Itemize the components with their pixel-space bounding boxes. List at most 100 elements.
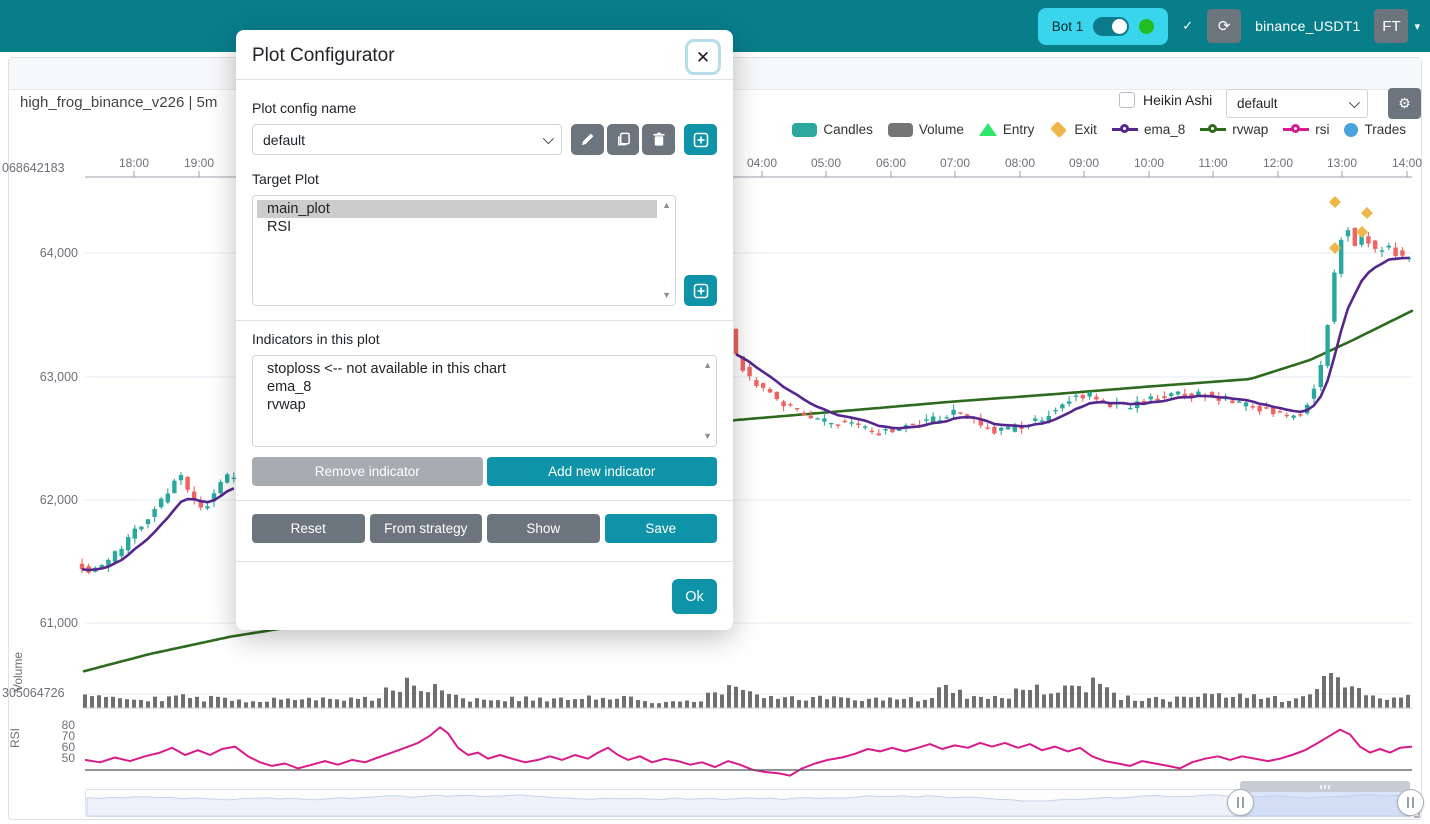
plus-square-icon — [693, 132, 708, 147]
heikin-ashi-label: Heikin Ashi — [1143, 92, 1213, 108]
target-plot-label: Target Plot — [252, 171, 319, 187]
datazoom-slider-track[interactable] — [85, 789, 1412, 817]
avatar[interactable]: FT — [1374, 9, 1409, 43]
action-buttons-row: Reset From strategy Show Save — [252, 514, 717, 543]
scroll-down-arrow[interactable]: ▼ — [703, 431, 712, 441]
target-plot-listbox[interactable]: main_plot RSI ▲ ▼ — [252, 195, 676, 306]
modal-header: Plot Configurator ✕ — [236, 30, 733, 80]
legend-label: Candles — [823, 122, 873, 137]
plot-configurator-modal: Plot Configurator ✕ Plot config name def… — [236, 30, 733, 630]
candles-swatch-icon — [792, 122, 818, 137]
legend-item-rvwap[interactable]: rvwap — [1200, 122, 1268, 137]
target-plot-row: main_plot RSI ▲ ▼ — [252, 195, 717, 306]
indicators-listbox[interactable]: stoploss <-- not available in this chart… — [252, 355, 717, 447]
indicator-buttons-row: Remove indicator Add new indicator — [252, 457, 717, 486]
legend-item-candles[interactable]: Candles — [792, 122, 873, 137]
show-button[interactable]: Show — [487, 514, 600, 543]
target-plot-option[interactable]: RSI — [267, 219, 292, 235]
navbar-right-cluster: Bot 1 ✓ ⟳ binance_USDT1 FT ▾ — [1037, 0, 1420, 52]
add-plot-button[interactable] — [684, 275, 717, 306]
chart-title: high_frog_binance_v226 | 5m — [20, 94, 218, 111]
indicator-item[interactable]: rvwap — [267, 397, 306, 413]
edit-config-button[interactable] — [570, 124, 604, 155]
divider — [236, 320, 733, 321]
user-menu[interactable]: FT ▾ — [1374, 9, 1420, 43]
trades-swatch-icon — [1344, 122, 1359, 137]
avatar-initials: FT — [1382, 17, 1401, 35]
from-strategy-button[interactable]: From strategy — [369, 514, 482, 543]
indicators-label: Indicators in this plot — [252, 331, 380, 347]
ema_8-swatch-icon — [1111, 124, 1138, 133]
indicator-item[interactable]: stoploss <-- not available in this chart — [267, 361, 506, 377]
copy-icon — [617, 132, 630, 146]
chevron-down-icon: ▾ — [1414, 20, 1420, 33]
refresh-button[interactable]: ⟳ — [1207, 9, 1242, 43]
connected-check-icon: ✓ — [1182, 18, 1194, 33]
legend-label: Entry — [1002, 122, 1035, 137]
rvwap-swatch-icon — [1200, 124, 1227, 133]
legend-item-entry[interactable]: Entry — [978, 122, 1035, 137]
save-button[interactable]: Save — [604, 514, 717, 543]
pencil-icon — [581, 133, 594, 146]
modal-body: Plot config name default Target Plot mai… — [236, 80, 733, 543]
toggle-knob — [1112, 18, 1128, 34]
add-new-indicator-button[interactable]: Add new indicator — [486, 457, 717, 486]
scroll-up-arrow[interactable]: ▲ — [662, 200, 671, 210]
target-plot-items: main_plot RSI — [253, 196, 675, 240]
datazoom-drag-bar[interactable] — [1240, 781, 1410, 792]
datazoom-right-handle[interactable] — [1397, 789, 1424, 816]
datazoom-left-handle[interactable] — [1227, 789, 1254, 816]
config-name-dropdown[interactable]: default — [252, 124, 562, 155]
trash-icon — [653, 132, 665, 146]
legend-item-trades[interactable]: Trades — [1344, 122, 1406, 137]
scroll-down-arrow[interactable]: ▼ — [662, 290, 671, 300]
gear-icon: ⚙ — [1398, 95, 1411, 111]
legend-item-rsi[interactable]: rsi — [1283, 122, 1329, 137]
ok-button[interactable]: Ok — [672, 579, 717, 614]
legend-item-exit[interactable]: Exit — [1049, 121, 1097, 138]
volume-swatch-icon — [887, 122, 913, 137]
modal-footer: Ok — [236, 561, 733, 630]
reset-button[interactable]: Reset — [252, 514, 365, 543]
legend-label: Trades — [1364, 122, 1406, 137]
close-button[interactable]: ✕ — [685, 39, 721, 75]
scroll-up-arrow[interactable]: ▲ — [703, 360, 712, 370]
online-status-dot — [1139, 18, 1155, 34]
remove-indicator-button[interactable]: Remove indicator — [252, 457, 483, 486]
plot-config-selected-value: default — [1237, 96, 1278, 111]
target-plot-option[interactable]: main_plot — [257, 200, 657, 218]
config-name-row: default — [252, 124, 717, 155]
legend-label: rvwap — [1232, 122, 1269, 137]
target-plot-side — [684, 195, 717, 306]
exit-swatch-icon — [1050, 121, 1068, 138]
config-name-label: Plot config name — [252, 100, 357, 116]
bot-switcher[interactable]: Bot 1 — [1037, 7, 1169, 45]
entry-swatch-icon — [978, 123, 997, 136]
indicator-item[interactable]: ema_8 — [267, 379, 312, 395]
legend-item-volume[interactable]: Volume — [887, 122, 964, 137]
rsi-swatch-icon — [1283, 124, 1310, 133]
modal-title: Plot Configurator — [252, 45, 395, 66]
heikin-ashi-checkbox[interactable] — [1119, 92, 1135, 108]
legend-label: ema_8 — [1143, 122, 1186, 137]
chevron-down-icon — [542, 132, 555, 144]
chart-settings-button[interactable]: ⚙ — [1388, 88, 1421, 119]
bot-name-label: Bot 1 — [1051, 18, 1084, 34]
chart-legend: Candles Volume Entry Exit ema_8 rvwap rsi Trade… — [792, 121, 1406, 138]
plot-config-dropdown[interactable]: default — [1226, 89, 1368, 118]
legend-label: Exit — [1074, 122, 1097, 137]
indicator-items: stoploss <-- not available in this chart… — [253, 356, 716, 418]
bot-toggle[interactable] — [1093, 16, 1130, 36]
legend-item-ema_8[interactable]: ema_8 — [1111, 122, 1186, 137]
duplicate-config-button[interactable] — [606, 124, 640, 155]
heikin-ashi-control: Heikin Ashi — [1119, 92, 1212, 108]
divider — [236, 500, 733, 501]
close-icon: ✕ — [695, 47, 711, 67]
legend-label: rsi — [1315, 122, 1330, 137]
refresh-icon: ⟳ — [1217, 18, 1231, 35]
plus-square-icon — [693, 283, 708, 298]
config-name-value: default — [263, 131, 306, 148]
add-config-button[interactable] — [684, 124, 717, 155]
delete-config-button[interactable] — [642, 124, 676, 155]
pair-name-label[interactable]: binance_USDT1 — [1255, 18, 1361, 34]
